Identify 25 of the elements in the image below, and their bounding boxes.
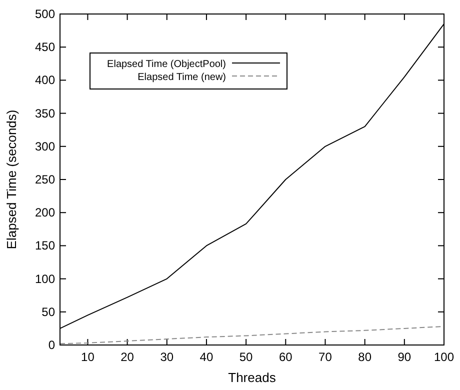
x-tick-label: 60 — [278, 350, 293, 364]
y-tick-label: 0 — [48, 338, 56, 352]
y-tick-label: 50 — [42, 304, 56, 319]
x-tick-label: 50 — [239, 350, 254, 364]
x-tick-label: 100 — [434, 350, 454, 364]
y-tick-label: 300 — [34, 139, 56, 154]
y-tick-label: 100 — [34, 272, 56, 286]
x-tick-label: 30 — [160, 350, 174, 364]
x-tick-label: 10 — [81, 350, 95, 364]
x-tick-label: 20 — [120, 350, 134, 364]
legend-label: Elapsed Time (ObjectPool) — [107, 59, 226, 70]
y-tick-label: 500 — [34, 7, 56, 21]
y-tick-label: 250 — [34, 172, 56, 186]
y-axis-title: Elapsed Time (seconds) — [4, 110, 19, 250]
y-tick-label: 450 — [34, 40, 56, 54]
y-tick-label: 200 — [34, 206, 56, 220]
x-axis-title: Threads — [228, 370, 276, 385]
x-tick-label: 70 — [318, 350, 332, 364]
y-tick-label: 150 — [34, 238, 56, 253]
x-tick-label: 90 — [398, 350, 412, 364]
y-tick-label: 400 — [34, 73, 56, 88]
legend-label: Elapsed Time (new) — [138, 72, 226, 83]
x-tick-label: 80 — [358, 350, 372, 364]
x-tick-label: 40 — [200, 350, 214, 364]
y-tick-label: 350 — [34, 106, 56, 120]
